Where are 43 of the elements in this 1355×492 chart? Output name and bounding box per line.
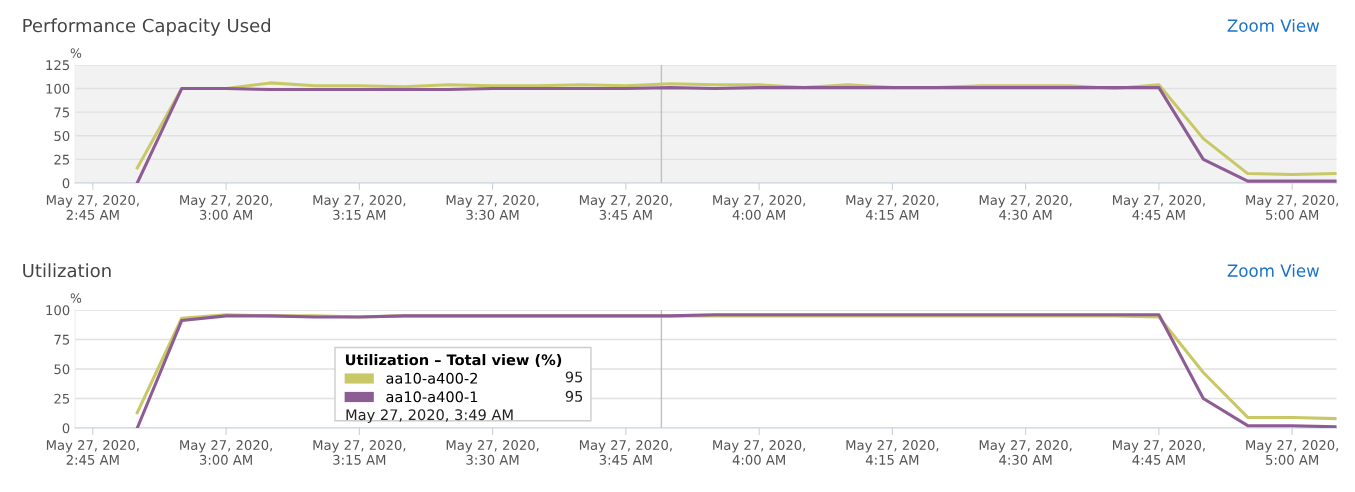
x-tick-label: May 27, 2020, 3:45 AM: [579, 440, 672, 465]
y-tick-label: 125: [46, 60, 70, 71]
x-tick-label: May 27, 2020, 4:00 AM: [713, 195, 806, 220]
x-tick-label: May 27, 2020, 4:30 AM: [979, 440, 1072, 465]
chart-title: Performance Capacity Used: [23, 18, 271, 36]
chart-title: Utilization: [23, 263, 111, 278]
y-tick-label: 25: [54, 154, 70, 165]
x-tick-label: May 27, 2020, 3:00 AM: [180, 440, 273, 465]
legend-label: aa10-a400-2: [386, 372, 478, 384]
x-tick-label: May 27, 2020, 4:45 AM: [1112, 195, 1205, 220]
x-tick-label: May 27, 2020, 4:15 AM: [846, 195, 939, 220]
x-tick-label: May 27, 2020, 4:15 AM: [846, 440, 939, 465]
x-tick-label: May 27, 2020, 3:15 AM: [313, 195, 406, 220]
x-tick-label: May 27, 2020, 2:45 AM: [46, 440, 139, 465]
x-tick-label: May 27, 2020, 3:45 AM: [579, 195, 672, 220]
x-tick-label: May 27, 2020, 3:00 AM: [180, 195, 273, 220]
annotation: May 27, 2020, 3:49 AM: [346, 409, 513, 424]
annotation: 95: [565, 371, 583, 383]
x-tick-label: May 27, 2020, 5:00 AM: [1246, 195, 1339, 220]
y-tick-label: 75: [54, 107, 70, 118]
y-tick-label: 0: [62, 178, 70, 189]
y-tick-label: 0: [62, 423, 70, 434]
y-axis-title: %: [70, 293, 82, 303]
legend-title: Utilization – Total view (%): [345, 354, 562, 368]
text: Zoom View: [1227, 18, 1320, 32]
y-tick-label: 25: [54, 393, 70, 404]
x-tick-label: May 27, 2020, 2:45 AM: [46, 195, 139, 220]
y-axis-title: %: [70, 48, 82, 58]
x-tick-label: May 27, 2020, 4:45 AM: [1112, 440, 1205, 465]
text: Zoom View: [1227, 264, 1320, 277]
x-tick-label: May 27, 2020, 4:30 AM: [979, 195, 1072, 220]
x-tick-label: May 27, 2020, 5:00 AM: [1246, 440, 1339, 465]
y-tick-label: 50: [54, 364, 70, 375]
x-tick-label: May 27, 2020, 3:30 AM: [446, 440, 539, 465]
annotation: 95: [565, 390, 583, 402]
legend-label: aa10-a400-1: [386, 391, 478, 403]
y-tick-label: 50: [54, 131, 70, 141]
y-tick-label: 75: [54, 334, 70, 345]
x-tick-label: May 27, 2020, 4:00 AM: [713, 440, 806, 465]
y-tick-label: 100: [46, 305, 70, 316]
x-tick-label: May 27, 2020, 3:30 AM: [446, 195, 539, 220]
y-tick-label: 100: [46, 83, 70, 94]
x-tick-label: May 27, 2020, 3:15 AM: [313, 440, 406, 465]
